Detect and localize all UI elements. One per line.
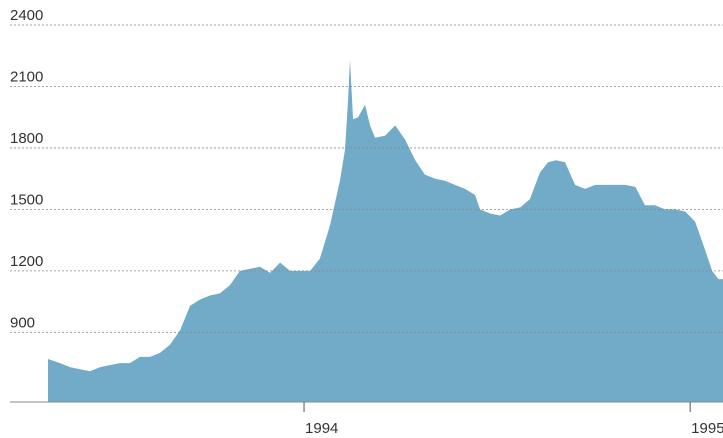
y-tick-label: 2400 [10, 7, 43, 24]
y-tick-label: 1200 [10, 253, 43, 270]
y-tick-label: 1500 [10, 191, 43, 208]
y-tick-label: 900 [10, 314, 35, 331]
y-tick-label: 1800 [10, 130, 43, 147]
area [48, 59, 723, 403]
x-tick-label: 1994 [305, 420, 338, 437]
y-tick-label: 2100 [10, 68, 43, 85]
x-tick-label: 1995 [691, 420, 723, 437]
